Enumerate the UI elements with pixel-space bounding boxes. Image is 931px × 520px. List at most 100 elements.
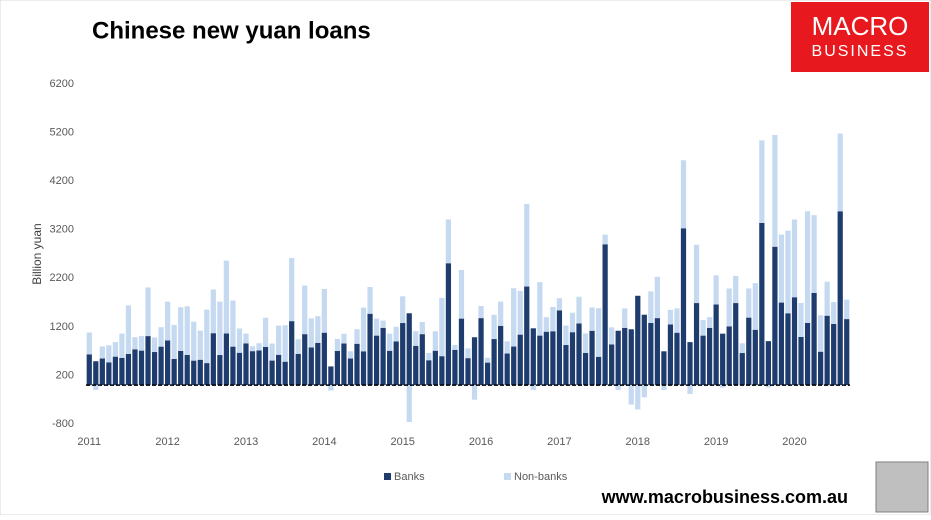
bar-non-banks: [556, 298, 563, 311]
bar-banks: [178, 350, 184, 386]
bar-banks: [125, 354, 132, 386]
bar-non-banks: [321, 288, 327, 333]
bar-banks: [491, 339, 497, 386]
bar-banks: [602, 244, 608, 386]
legend-swatch: [384, 473, 391, 480]
bar-banks: [295, 353, 301, 386]
bar-banks: [151, 352, 158, 386]
bar-non-banks: [706, 317, 713, 328]
bar-non-banks: [615, 385, 621, 390]
bar-banks: [648, 322, 654, 386]
bar-banks: [204, 363, 210, 386]
bar-banks: [432, 350, 438, 386]
x-tick-label: 2012: [155, 436, 179, 448]
bar-banks: [165, 340, 171, 386]
bar-non-banks: [674, 308, 680, 333]
bar-banks: [112, 356, 118, 386]
legend-label: Non-banks: [514, 471, 568, 483]
bar-non-banks: [563, 325, 569, 346]
bar-non-banks: [641, 385, 647, 398]
bar-non-banks: [537, 282, 543, 336]
logo-text: MACRO: [812, 11, 909, 41]
bar-banks: [569, 332, 576, 386]
bar-non-banks: [785, 230, 791, 314]
bar-banks: [236, 352, 243, 386]
logo-text: BUSINESS: [812, 43, 909, 60]
bar-banks: [811, 292, 817, 386]
bar-non-banks: [831, 302, 837, 324]
bar-banks: [524, 286, 530, 386]
bar-banks: [334, 350, 341, 386]
bar-banks: [798, 336, 804, 386]
bar-non-banks: [145, 287, 151, 337]
bar-non-banks: [393, 326, 399, 342]
bar-non-banks: [243, 333, 249, 344]
bar-non-banks: [276, 325, 282, 355]
bar-banks: [230, 346, 236, 386]
bar-non-banks: [367, 287, 373, 314]
bar-non-banks: [236, 328, 243, 353]
bar-banks: [380, 327, 386, 386]
chart-title: Chinese new yuan loans: [92, 17, 371, 44]
y-tick-label: 1200: [50, 321, 74, 333]
bar-banks: [576, 323, 582, 386]
bar-banks: [256, 350, 262, 386]
bar-non-banks: [86, 332, 92, 355]
bar-non-banks: [413, 331, 419, 346]
bar-non-banks: [138, 336, 145, 351]
bar-banks: [315, 342, 321, 386]
bar-non-banks: [602, 234, 608, 245]
bar-banks: [210, 333, 216, 386]
bar-banks: [831, 323, 837, 386]
bar-banks: [837, 211, 843, 386]
bar-banks: [321, 332, 327, 386]
bar-non-banks: [151, 337, 158, 353]
bar-non-banks: [661, 385, 667, 390]
bar-banks: [132, 349, 138, 386]
bar-non-banks: [504, 341, 510, 354]
bar-banks: [171, 358, 177, 386]
bar-banks: [726, 326, 732, 386]
bar-non-banks: [752, 283, 758, 330]
bar-banks: [341, 343, 347, 386]
bar-non-banks: [165, 301, 171, 341]
bar-banks: [289, 321, 295, 386]
bar-non-banks: [269, 343, 275, 361]
bar-non-banks: [765, 385, 771, 388]
bar-banks: [674, 332, 680, 386]
bar-banks: [184, 354, 190, 386]
logo-box: [791, 2, 929, 72]
bar-banks: [654, 318, 660, 386]
bar-non-banks: [772, 135, 778, 247]
bar-non-banks: [622, 308, 628, 328]
bar-banks: [269, 360, 275, 386]
bar-banks: [354, 343, 360, 386]
bar-banks: [373, 335, 380, 386]
bar-non-banks: [804, 211, 811, 323]
bar-banks: [158, 346, 164, 386]
bar-banks: [393, 341, 399, 386]
bar-banks: [471, 337, 478, 386]
legend-label: Banks: [394, 471, 425, 483]
bar-banks: [844, 319, 850, 386]
bar-banks: [628, 329, 634, 386]
bar-banks: [387, 350, 393, 386]
bar-banks: [609, 344, 615, 386]
bar-banks: [765, 341, 771, 386]
bar-banks: [400, 323, 406, 386]
bar-non-banks: [687, 385, 693, 394]
bar-non-banks: [191, 321, 197, 361]
bar-non-banks: [713, 275, 719, 305]
bar-non-banks: [648, 291, 654, 323]
y-tick-label: 5200: [50, 126, 74, 138]
x-tick-label: 2018: [626, 436, 650, 448]
bar-non-banks: [380, 320, 386, 328]
bar-banks: [667, 324, 674, 386]
bar-non-banks: [217, 301, 223, 356]
bar-banks: [733, 303, 739, 386]
bar-non-banks: [178, 307, 184, 351]
bar-banks: [308, 347, 314, 386]
bar-non-banks: [184, 306, 190, 355]
bar-non-banks: [373, 318, 380, 336]
y-tick-label: 4200: [50, 175, 74, 187]
